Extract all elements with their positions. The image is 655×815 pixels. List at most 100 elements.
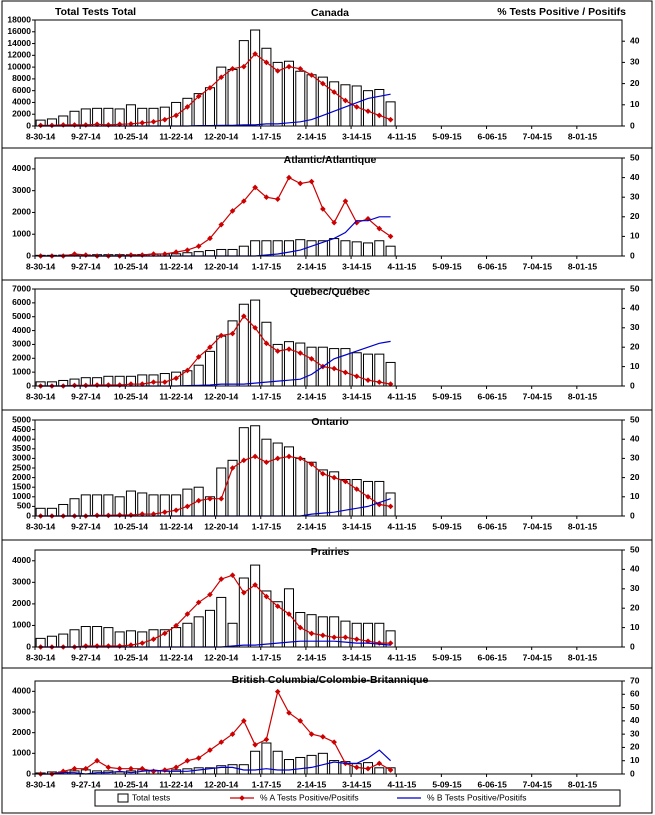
bar [306, 461, 317, 517]
marker [229, 572, 236, 579]
x-tick-label: 2-14-15 [297, 779, 327, 789]
y-tick-label: 3000 [12, 185, 31, 195]
x-tick-label: 7-04-15 [523, 261, 553, 271]
y-tick-label: 2000 [12, 353, 31, 363]
marker [297, 350, 304, 356]
y2-tick-label: 70 [630, 675, 640, 685]
bar [204, 350, 215, 387]
x-tick-label: 8-30-14 [26, 261, 56, 271]
marker [342, 97, 349, 104]
marker [195, 93, 202, 100]
y2-tick-label: 30 [630, 322, 640, 332]
x-tick-label: 11-22-14 [159, 779, 193, 789]
marker [162, 251, 168, 257]
x-tick-label: 6-06-15 [478, 779, 508, 789]
marker [263, 340, 270, 347]
marker [173, 507, 179, 514]
x-tick-label: 2-14-15 [297, 391, 327, 401]
x-tick-label: 2-14-15 [297, 131, 327, 141]
marker [184, 104, 191, 110]
marker [274, 348, 281, 354]
marker [376, 640, 383, 646]
marker [184, 367, 191, 374]
bar [329, 81, 340, 127]
marker [173, 375, 179, 382]
bar [374, 88, 385, 127]
y2-tick-label: 10 [630, 491, 640, 501]
bar [250, 29, 261, 127]
x-tick-label: 1-17-15 [252, 391, 282, 401]
marker [331, 474, 337, 481]
x-tick-label: 3-14-15 [342, 652, 372, 662]
x-tick-label: 12-20-14 [204, 131, 238, 141]
marker [342, 369, 349, 376]
x-tick-label: 5-09-15 [432, 521, 462, 531]
marker [241, 589, 247, 596]
y2-tick-label: 40 [630, 564, 640, 574]
x-tick-label: 3-14-15 [342, 779, 372, 789]
marker [162, 509, 168, 515]
marker [387, 767, 394, 773]
bar [80, 494, 91, 517]
chart-title: British Columbia/Colombie-Britannique [232, 674, 429, 686]
marker [207, 747, 213, 753]
y2-tick-label: 50 [630, 152, 640, 162]
bar [295, 457, 306, 517]
marker [184, 611, 191, 617]
y-tick-label: 2000 [12, 472, 31, 482]
marker [320, 632, 326, 639]
y-tick-label: 1000 [12, 491, 31, 501]
marker [49, 122, 55, 129]
marker [376, 379, 383, 385]
marker [184, 247, 191, 253]
y2-tick-label: 30 [630, 583, 640, 593]
marker [229, 465, 236, 471]
chart-title: Atlantic/Atlantique [284, 154, 377, 166]
bar [317, 616, 328, 648]
bar [374, 767, 385, 775]
bar [351, 241, 362, 257]
legend-marker [239, 795, 245, 801]
x-tick-label: 11-22-14 [159, 652, 193, 662]
x-tick-label: 8-30-14 [26, 391, 56, 401]
line [40, 689, 391, 775]
y-tick-label: 2000 [12, 108, 31, 118]
bar [351, 479, 362, 517]
marker [94, 757, 100, 764]
x-tick-label: 9-27-14 [71, 261, 101, 271]
marker [162, 767, 168, 773]
x-tick-label: 3-14-15 [342, 131, 372, 141]
marker [218, 576, 225, 582]
x-tick-label: 6-06-15 [478, 261, 508, 271]
marker [331, 365, 337, 372]
x-tick-label: 6-06-15 [478, 521, 508, 531]
y2-tick-label: 20 [630, 472, 640, 482]
y2-tick-label: 60 [630, 689, 640, 699]
x-tick-label: 4-11-15 [387, 521, 416, 531]
y-tick-label: 10000 [7, 61, 31, 71]
bar [250, 240, 261, 257]
marker [263, 194, 270, 200]
x-tick-label: 8-30-14 [26, 521, 56, 531]
bar [204, 87, 215, 127]
marker [207, 85, 213, 91]
marker [320, 206, 326, 212]
x-tick-label: 11-22-14 [159, 521, 193, 531]
x-tick-label: 1-17-15 [252, 652, 282, 662]
x-tick-label: 6-06-15 [478, 391, 508, 401]
y2-tick-label: 0 [630, 250, 635, 260]
marker [207, 591, 213, 598]
marker [263, 459, 270, 466]
bar [171, 627, 182, 648]
marker [128, 512, 134, 518]
marker [195, 599, 202, 606]
bar [272, 442, 283, 517]
marker [320, 80, 326, 87]
bar [261, 438, 272, 517]
y2-tick-label: 30 [630, 57, 640, 67]
x-tick-label: 11-22-14 [159, 131, 193, 141]
marker [229, 65, 236, 72]
x-tick-label: 4-11-15 [387, 779, 416, 789]
legend-swatch [117, 793, 129, 803]
marker [252, 51, 258, 57]
